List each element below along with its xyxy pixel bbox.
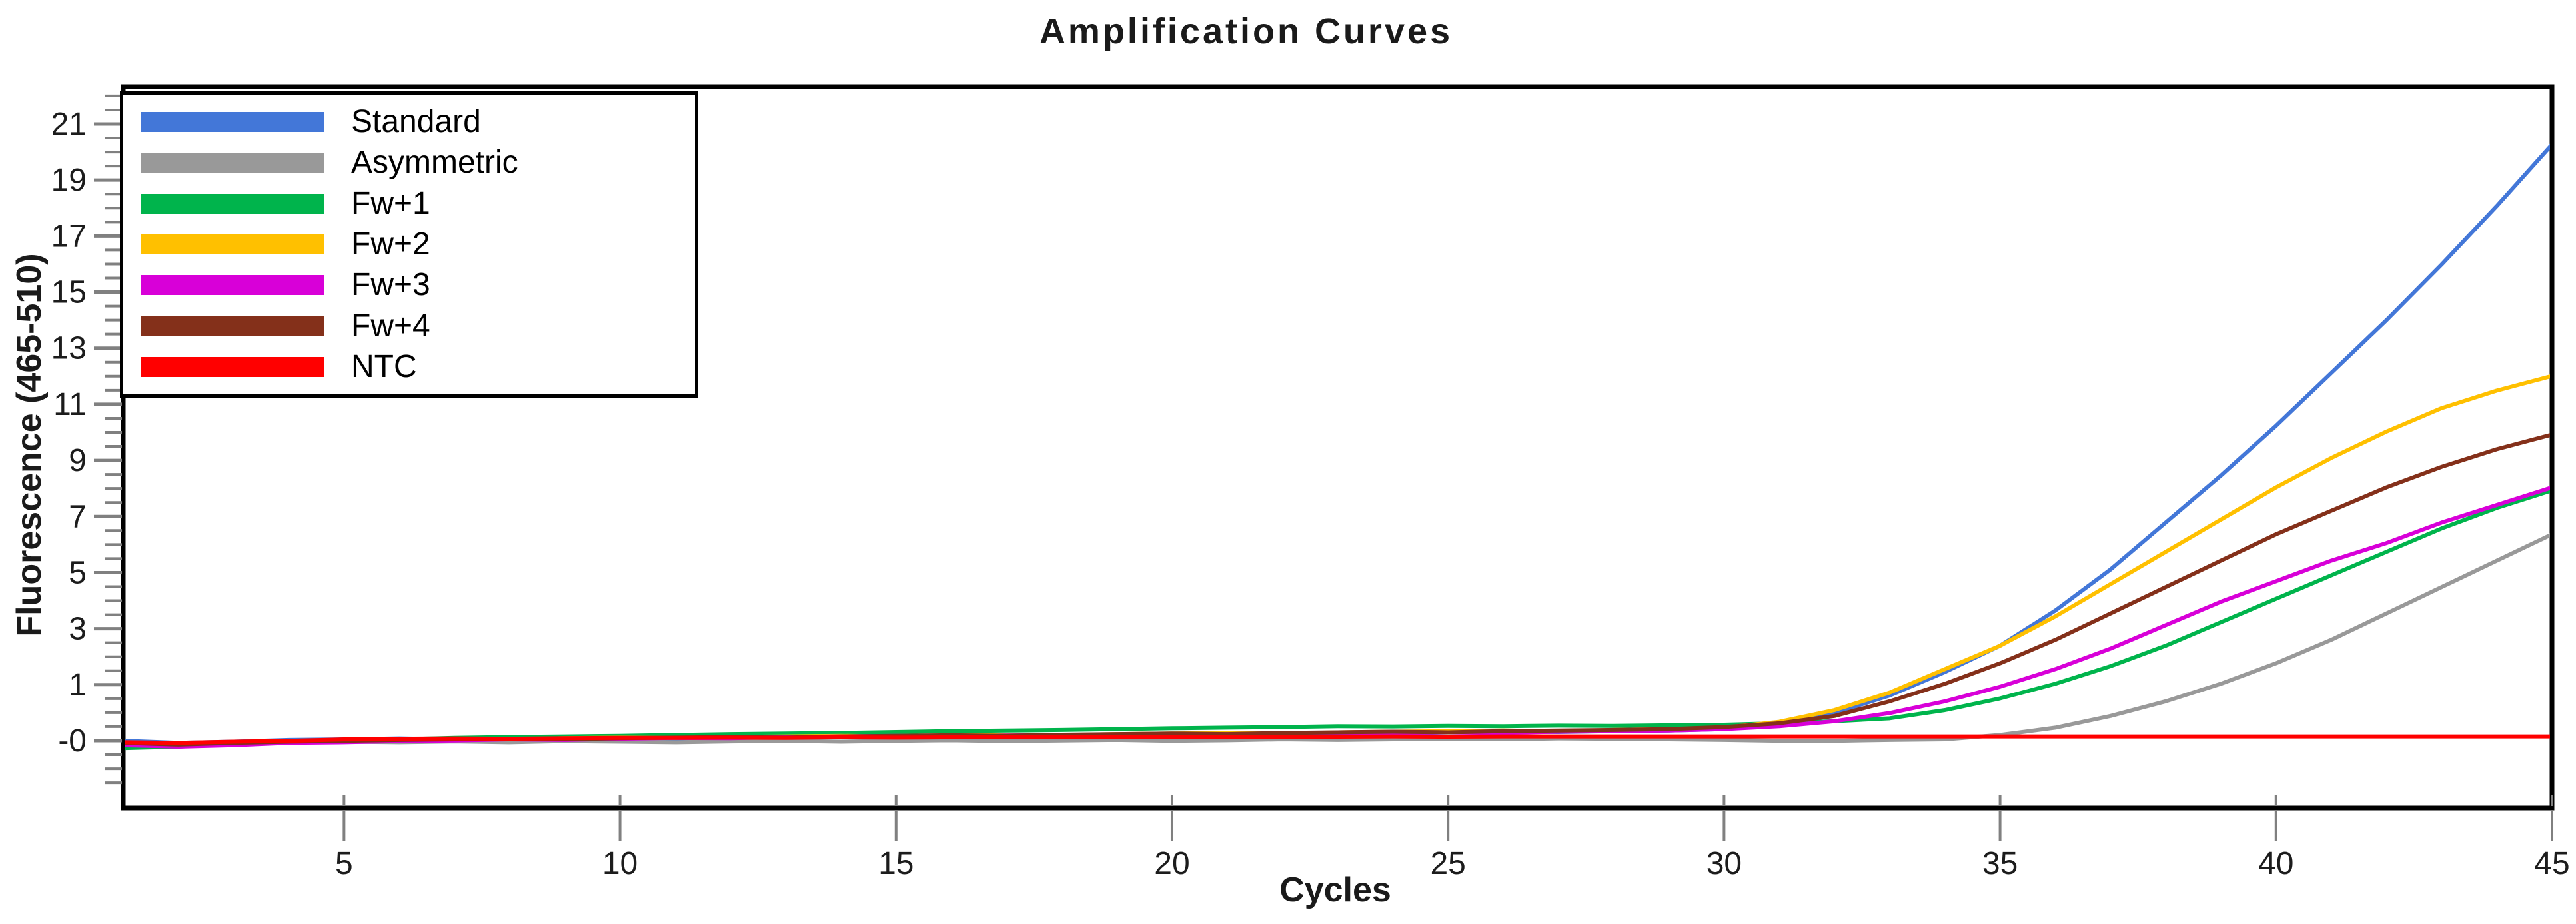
x-axis-tick-label: 25 (1430, 846, 1465, 881)
legend-label: Fw+1 (351, 185, 430, 221)
chart-title: Amplification Curves (1039, 11, 1453, 51)
legend-swatch (141, 275, 324, 296)
legend-swatch (141, 316, 324, 336)
legend-swatch (141, 153, 324, 173)
series-curve-asymmetric (125, 533, 2550, 747)
legend-label: NTC (351, 349, 417, 385)
legend-item: Fw+4 (123, 306, 695, 346)
legend-item: Fw+2 (123, 225, 695, 264)
x-axis-title: Cycles (1279, 871, 1391, 909)
plot-frame (121, 84, 2555, 811)
legend-label: Asymmetric (351, 145, 518, 181)
x-axis-tick-label: 30 (1706, 846, 1742, 881)
legend-item: Fw+1 (123, 184, 695, 224)
x-axis-tick-label: 5 (335, 846, 353, 881)
legend-label: Fw+4 (351, 308, 430, 344)
legend-swatch (141, 234, 324, 254)
y-axis-tick-label: 17 (51, 219, 87, 254)
x-axis-tick-label: 35 (1982, 846, 2018, 881)
series-curve-fw-1 (125, 488, 2550, 751)
x-axis-tick-label: 10 (602, 846, 638, 881)
x-axis-tick-label: 20 (1154, 846, 1189, 881)
legend-item: Asymmetric (123, 143, 695, 183)
series-curve-ntc (125, 734, 2550, 745)
y-axis-tick-label: 3 (69, 612, 87, 647)
legend-swatch (141, 357, 324, 378)
y-axis-tick-label: 19 (51, 163, 87, 198)
legend-item: NTC (123, 347, 695, 387)
legend-item: Standard (123, 102, 695, 142)
y-axis-tick-label: 21 (51, 107, 87, 142)
x-axis-tick-label: 15 (878, 846, 914, 881)
x-axis-tick-label: 45 (2534, 846, 2569, 881)
series-curve-fw-4 (125, 433, 2550, 747)
x-axis-tick-label: 40 (2258, 846, 2293, 881)
legend-label: Standard (351, 103, 481, 139)
y-axis-tick-label: 11 (53, 387, 87, 422)
y-axis-tick-label: 1 (69, 668, 87, 703)
legend-item: Fw+3 (123, 265, 695, 305)
y-axis-tick-label: 15 (51, 275, 87, 310)
series-curve-fw-3 (125, 486, 2550, 749)
legend-label: Fw+3 (351, 267, 430, 303)
legend-swatch (141, 111, 324, 132)
legend-swatch (141, 193, 324, 214)
legend: Standard Asymmetric Fw+1 Fw+2 Fw+3 Fw+4 NTC (120, 91, 698, 398)
y-axis-tick-label: 13 (51, 331, 87, 366)
series-curve-fw-2 (125, 374, 2550, 746)
y-axis-tick-label: 9 (69, 443, 87, 478)
y-axis-tick-label: 5 (69, 555, 87, 590)
y-axis-tick-label: -0 (58, 723, 87, 759)
legend-label: Fw+2 (351, 226, 430, 262)
y-axis-tick-label: 7 (69, 499, 87, 534)
